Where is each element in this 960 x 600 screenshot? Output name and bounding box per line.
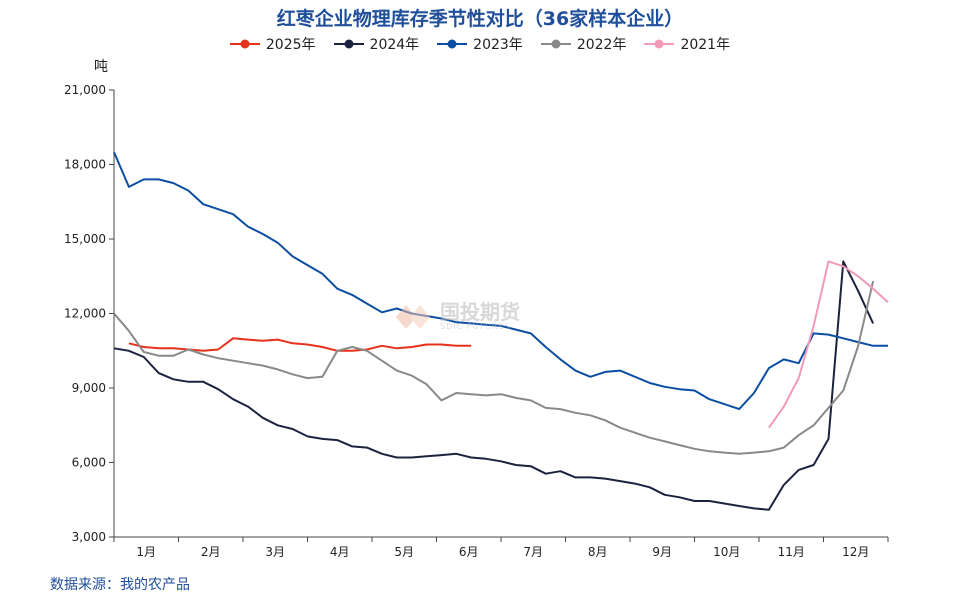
x-tick-label: 11月 — [778, 545, 805, 559]
watermark-text: 国投期货 — [440, 300, 520, 324]
chart-legend: 2025年 2024年 2023年 2022年 2021年 — [0, 34, 960, 54]
legend-swatch-icon — [437, 39, 468, 49]
legend-label: 2024年 — [369, 37, 420, 53]
data-source: 数据来源：我的农产品 — [50, 577, 190, 593]
x-tick-label: 9月 — [652, 545, 672, 559]
legend-item: 2025年 — [229, 34, 316, 54]
x-tick-label: 5月 — [394, 545, 414, 559]
chart-title: 红枣企业物理库存季节性对比（36家样本企业） — [276, 8, 684, 30]
legend-item: 2022年 — [540, 34, 627, 54]
x-tick-label: 2月 — [201, 545, 221, 559]
x-tick-label: 3月 — [265, 545, 285, 559]
x-tick-label: 1月 — [136, 545, 156, 559]
y-tick-label: 18,000 — [64, 158, 106, 172]
legend-swatch-marker — [551, 39, 561, 49]
x-tick-label: 10月 — [713, 545, 740, 559]
x-tick-label: 4月 — [330, 545, 350, 559]
x-tick-label: 12月 — [842, 545, 869, 559]
legend-swatch-marker — [654, 39, 664, 49]
x-tick-label: 7月 — [523, 545, 543, 559]
legend-item: 2023年 — [437, 34, 523, 54]
y-tick-label: 6,000 — [72, 456, 106, 470]
legend-swatch-marker — [344, 39, 354, 49]
legend-swatch-marker — [447, 39, 457, 49]
series-line-2023年 — [113, 151, 888, 411]
y-tick-label: 12,000 — [64, 307, 106, 321]
legend-label: 2022年 — [576, 37, 627, 53]
x-tick-label: 6月 — [459, 545, 479, 559]
watermark-subtext: SDIC FUTURES — [440, 322, 511, 331]
sdic-logo-icon — [396, 304, 430, 329]
y-tick-label: 21,000 — [64, 83, 106, 97]
legend-swatch-icon — [229, 39, 260, 49]
watermark: 国投期货 SDIC FUTURES — [394, 302, 520, 331]
y-axis-unit: 吨 — [94, 59, 108, 75]
legend-swatch-icon — [333, 39, 364, 49]
series-line-2025年 — [128, 337, 472, 352]
y-tick-label: 15,000 — [64, 232, 106, 246]
series-line-2022年 — [113, 280, 875, 455]
legend-label: 2025年 — [265, 37, 316, 53]
legend-label: 2023年 — [473, 37, 523, 53]
legend-item: 2021年 — [644, 34, 730, 54]
y-tick-label: 3,000 — [72, 530, 106, 544]
legend-swatch-icon — [540, 39, 571, 49]
series-line-2021年 — [768, 260, 889, 429]
legend-swatch-icon — [644, 39, 675, 49]
legend-swatch-marker — [240, 39, 250, 49]
x-tick-label: 8月 — [588, 545, 608, 559]
series-line-2024年 — [113, 260, 875, 511]
y-tick-label: 9,000 — [72, 381, 106, 395]
legend-item: 2024年 — [333, 34, 420, 54]
legend-label: 2021年 — [680, 37, 731, 53]
